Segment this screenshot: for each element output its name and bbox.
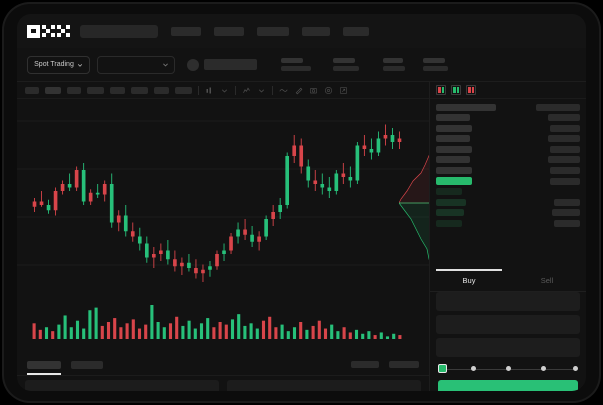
nav-item-5[interactable] — [343, 26, 369, 36]
chevron-down-icon — [163, 63, 168, 67]
stat-24h-high — [383, 58, 405, 71]
fullscreen-icon[interactable] — [339, 86, 348, 95]
order-submit-buy-button[interactable] — [438, 380, 578, 391]
okx-logo[interactable] — [27, 24, 70, 38]
bottom-content-panels — [17, 380, 429, 391]
orderbook-ask-row[interactable] — [436, 124, 580, 132]
bottom-tab-open-orders[interactable] — [27, 360, 61, 375]
orderbook-ask-row[interactable] — [436, 145, 580, 153]
device-bezel: Spot Trading — [4, 4, 599, 401]
orderbook-view-asks-icon[interactable] — [466, 85, 476, 95]
nav-item-4[interactable] — [302, 26, 330, 36]
candlestick-chart[interactable] — [17, 99, 429, 299]
nav-item-3[interactable] — [257, 26, 289, 36]
orderbook-ask-row[interactable] — [436, 156, 580, 164]
ticker-name-placeholder — [204, 59, 257, 70]
order-tab-buy[interactable]: Buy — [430, 269, 508, 291]
interval-pill-4[interactable] — [87, 86, 104, 94]
slider-stop-25[interactable] — [471, 366, 476, 371]
stat-last-price — [281, 58, 311, 71]
orderbook-bid-row[interactable] — [436, 198, 580, 206]
toolbar-divider — [198, 85, 199, 95]
orderbook-ask-row[interactable] — [436, 114, 580, 122]
orderbook-ask-row[interactable] — [436, 167, 580, 175]
bottom-panel-left — [25, 380, 219, 391]
orderbook-bid-row[interactable] — [436, 188, 580, 196]
nav-search-bar[interactable] — [80, 24, 158, 38]
orderbook-ask-row[interactable] — [436, 135, 580, 143]
interval-pill-2[interactable] — [45, 86, 61, 94]
indicator-icon[interactable] — [242, 86, 251, 95]
orderbook-and-form-column: Buy Sell — [429, 82, 586, 391]
stat-last-price-label — [281, 58, 303, 63]
app-screen: Spot Trading — [17, 14, 586, 391]
chevron-down-icon — [77, 63, 82, 67]
order-tab-buy-label: Buy — [462, 276, 476, 285]
market-sub-header: Spot Trading — [17, 48, 586, 82]
settings-gear-icon[interactable] — [324, 86, 333, 95]
orderbook-header-row — [436, 103, 580, 111]
interval-pill-8[interactable] — [175, 86, 192, 94]
stat-24h-change-label — [333, 58, 355, 63]
orderbook-rows — [430, 99, 586, 228]
interval-pill-3[interactable] — [67, 86, 81, 94]
stat-24h-volume — [423, 58, 448, 71]
nav-item-1[interactable] — [171, 26, 201, 36]
stat-24h-volume-value — [423, 66, 448, 71]
orderbook-toolbar — [430, 82, 586, 99]
bottom-tab-order-history[interactable] — [71, 360, 103, 369]
bottom-tab-right-2[interactable] — [389, 361, 419, 368]
volume-bar-chart — [32, 305, 402, 339]
orderbook-spread-row[interactable] — [436, 177, 580, 186]
interval-pill-1[interactable] — [25, 86, 39, 94]
okx-logo-k-icon — [42, 24, 55, 38]
order-form — [430, 292, 586, 361]
stat-24h-change-value — [333, 66, 359, 71]
toolbar-divider — [235, 85, 236, 95]
trading-pair-dropdown[interactable] — [97, 55, 175, 74]
order-amount-slider[interactable] — [438, 364, 578, 374]
order-total-field[interactable] — [436, 338, 580, 357]
draw-pencil-icon[interactable] — [294, 86, 303, 95]
compare-wave-icon[interactable] — [279, 86, 288, 95]
top-navigation-bar — [17, 14, 586, 48]
interval-pill-7[interactable] — [154, 86, 169, 94]
okx-logo-o-icon — [27, 24, 40, 38]
orderbook-bid-row[interactable] — [436, 220, 580, 228]
order-tab-sell[interactable]: Sell — [508, 270, 586, 291]
stat-24h-volume-label — [423, 58, 445, 63]
order-form-tabs: Buy Sell — [430, 269, 586, 292]
slider-stop-50[interactable] — [506, 366, 511, 371]
chart-type-icon[interactable] — [205, 86, 214, 95]
market-type-label: Spot Trading — [34, 61, 74, 68]
nav-item-2[interactable] — [214, 26, 244, 36]
toolbar-divider — [272, 85, 273, 95]
stat-24h-high-label — [383, 58, 403, 63]
bottom-tab-bar — [17, 354, 429, 376]
camera-icon[interactable] — [309, 86, 318, 95]
slider-stop-100[interactable] — [573, 366, 578, 371]
bottom-tab-right-1[interactable] — [351, 361, 379, 368]
order-amount-field[interactable] — [436, 315, 580, 334]
price-chart-panel[interactable] — [17, 99, 429, 354]
bottom-panel-right — [227, 380, 421, 391]
stat-last-price-value — [281, 66, 311, 71]
slider-handle[interactable] — [438, 364, 447, 373]
stat-24h-change — [333, 58, 359, 71]
indicator-chevron-icon[interactable] — [257, 86, 266, 95]
orderbook-bid-row[interactable] — [436, 209, 580, 217]
chart-toolbar — [17, 82, 429, 99]
market-type-dropdown[interactable]: Spot Trading — [27, 55, 90, 74]
orderbook-view-both-icon[interactable] — [436, 85, 446, 95]
orderbook-view-bids-icon[interactable] — [451, 85, 461, 95]
order-price-field[interactable] — [436, 292, 580, 311]
interval-pill-6[interactable] — [131, 86, 148, 94]
pair-avatar — [187, 58, 199, 71]
interval-pill-5[interactable] — [110, 86, 125, 94]
okx-logo-x-icon — [57, 24, 70, 38]
order-tab-sell-label: Sell — [540, 276, 554, 285]
slider-stop-75[interactable] — [541, 366, 546, 371]
stat-24h-high-value — [383, 66, 405, 71]
chart-type-chevron-icon[interactable] — [220, 86, 229, 95]
